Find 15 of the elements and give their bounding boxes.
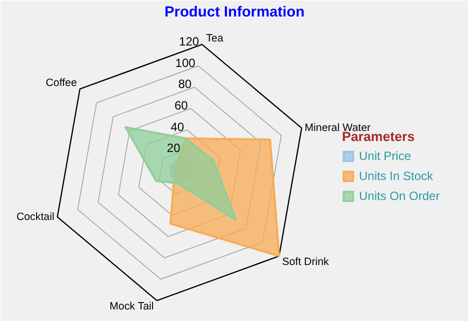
y-tick-label: 100 [175,56,196,70]
spoke-label: Coffee [46,76,77,89]
y-tick-label: 80 [178,77,192,92]
spoke-label: Tea [206,32,224,44]
y-tick-label: 20 [166,141,181,156]
legend-label: Units On Order [359,189,440,203]
spoke-label: Cocktail [16,210,54,223]
legend-label: Units In Stock [359,169,434,183]
chart-title: Product Information [164,4,305,20]
spoke-label: Mock Tail [110,300,154,313]
y-tick-label: 40 [170,120,184,134]
y-tick-label: 120 [179,34,200,48]
legend-label: Unit Price [359,149,412,163]
y-tick-label: 60 [174,98,188,112]
spoke-label: Soft Drink [282,256,330,268]
